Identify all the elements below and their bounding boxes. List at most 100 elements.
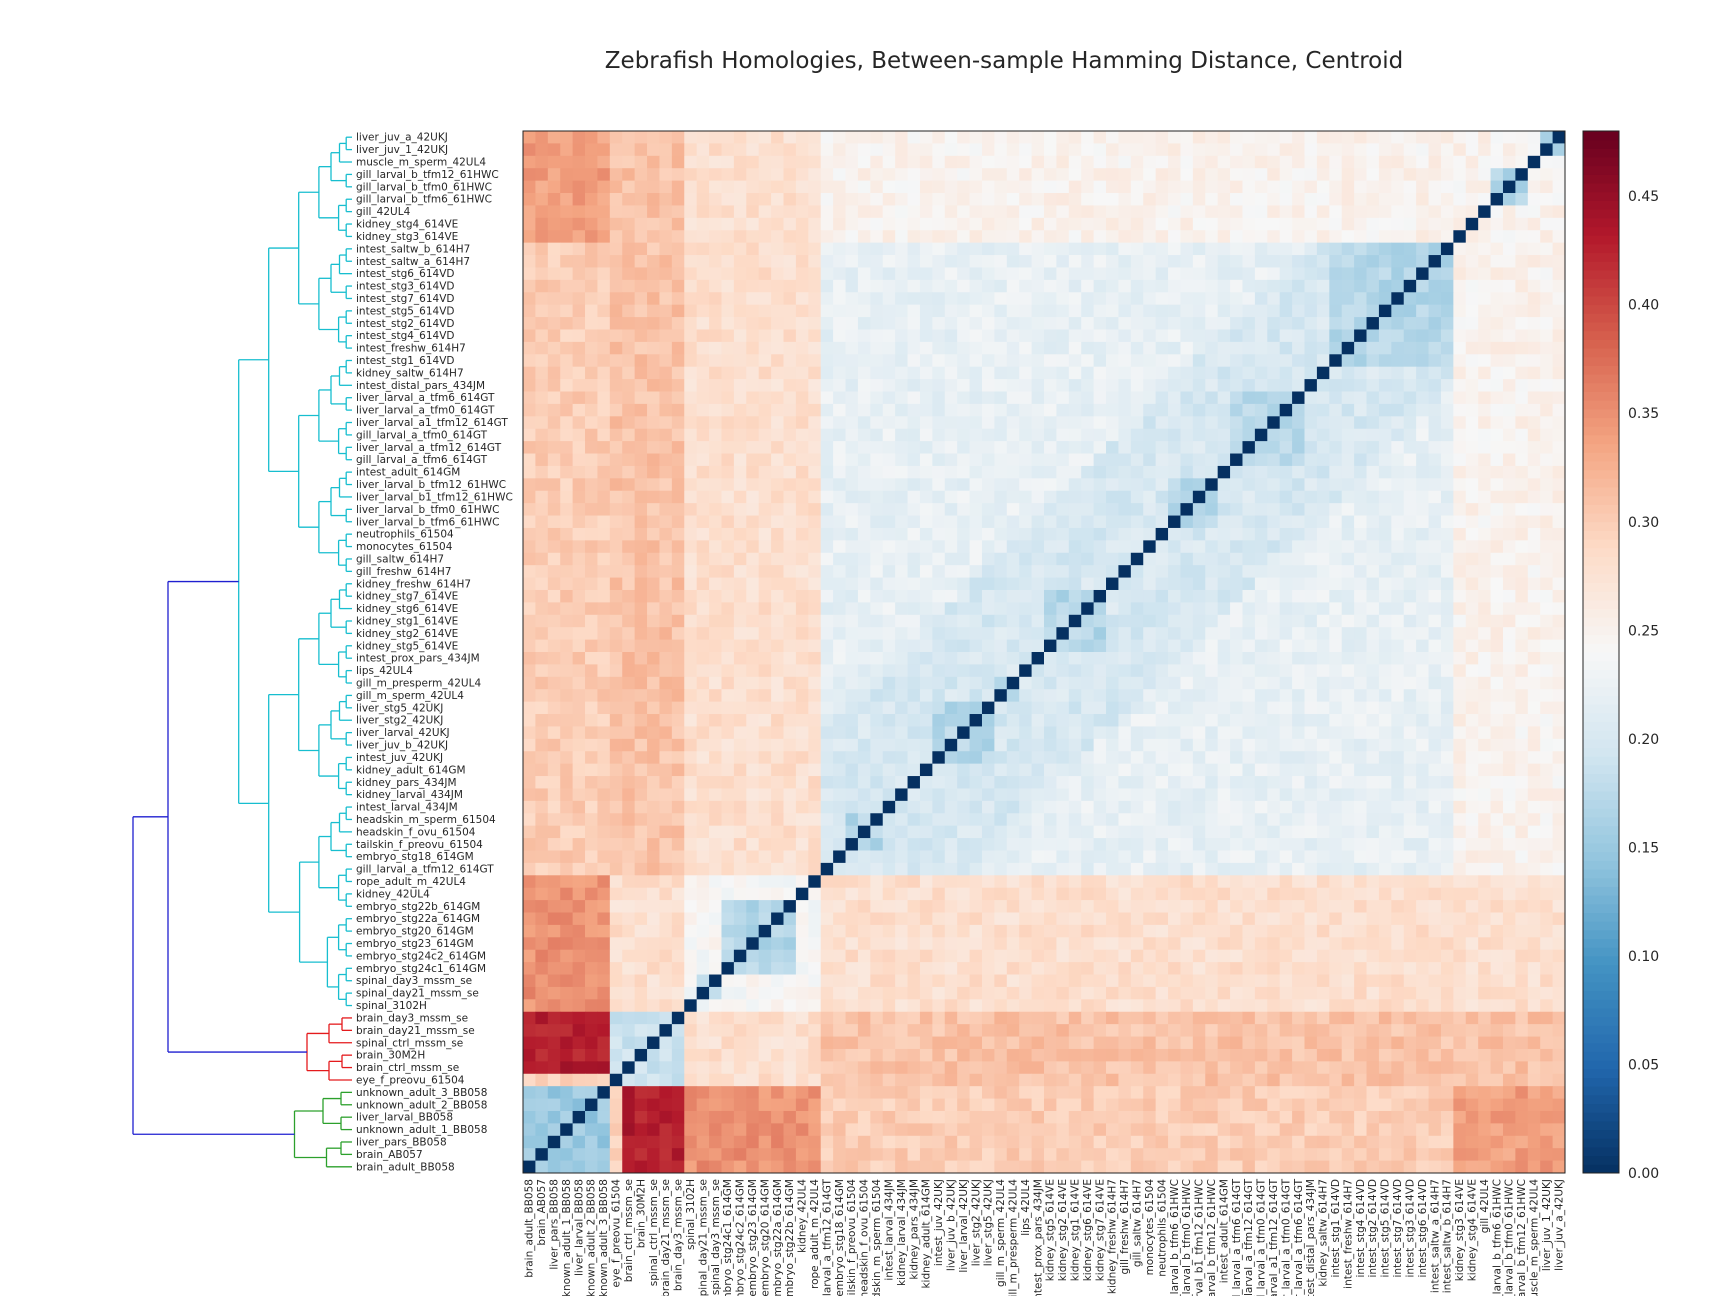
heatmap-cell — [795, 800, 809, 814]
heatmap-cell — [709, 751, 722, 765]
heatmap-cell — [1354, 329, 1367, 343]
heatmap-cell — [1192, 168, 1206, 182]
heatmap-cell — [622, 552, 636, 566]
heatmap-cell — [1403, 565, 1417, 578]
heatmap-cell — [1416, 726, 1429, 740]
heatmap-cell — [845, 217, 859, 231]
heatmap-cell — [1515, 428, 1529, 442]
heatmap-cell — [1416, 602, 1429, 616]
heatmap-cell — [671, 180, 685, 194]
heatmap-cell — [1180, 180, 1194, 194]
heatmap-cell — [1391, 577, 1405, 591]
heatmap-cell — [1031, 428, 1045, 442]
heatmap-cell — [597, 639, 611, 653]
heatmap-cell — [1304, 317, 1318, 330]
heatmap-cell — [1428, 193, 1442, 206]
heatmap-cell — [870, 552, 884, 566]
heatmap-cell — [622, 230, 636, 244]
heatmap-cell — [833, 714, 846, 727]
heatmap-cell — [1068, 577, 1082, 591]
heatmap-cell — [597, 738, 611, 752]
heatmap-cell — [771, 131, 784, 144]
heatmap-cell — [907, 776, 921, 789]
heatmap-cell — [1031, 639, 1045, 653]
heatmap-cell — [1143, 552, 1157, 566]
heatmap-cell — [597, 503, 611, 516]
heatmap-cell — [1081, 205, 1095, 219]
heatmap-cell — [622, 738, 636, 752]
heatmap-cell — [647, 168, 660, 182]
heatmap-cell — [1490, 490, 1504, 504]
heatmap-cell — [882, 652, 896, 665]
heatmap-cell — [994, 180, 1008, 194]
heatmap-cell — [1143, 416, 1157, 430]
heatmap-cell — [1254, 577, 1268, 591]
heatmap-cell — [1366, 267, 1380, 281]
heatmap-cell — [535, 577, 549, 591]
heatmap-cell — [808, 193, 822, 206]
heatmap-cell — [1081, 540, 1095, 554]
heatmap-cell — [1279, 366, 1293, 380]
heatmap-cell — [1428, 689, 1442, 703]
heatmap-cell — [746, 131, 760, 144]
heatmap-cell — [696, 788, 710, 802]
heatmap-cell — [1428, 379, 1442, 392]
heatmap-cell — [1205, 540, 1219, 554]
heatmap-cell — [1044, 540, 1057, 554]
heatmap-cell — [535, 255, 549, 268]
heatmap-cell — [1540, 366, 1553, 380]
heatmap-cell — [1019, 800, 1032, 814]
heatmap-cell — [1118, 403, 1132, 417]
heatmap-cell — [1093, 639, 1107, 653]
heatmap-cell — [1502, 800, 1516, 814]
heatmap-cell — [882, 602, 896, 616]
heatmap-cell — [721, 800, 735, 814]
heatmap-cell — [1391, 155, 1405, 169]
heatmap-cell — [895, 589, 908, 603]
heatmap-cell — [1267, 701, 1281, 715]
heatmap-cell — [870, 317, 884, 330]
heatmap-cell — [709, 614, 722, 628]
heatmap-cell — [1093, 230, 1107, 244]
heatmap-cell — [870, 788, 884, 802]
heatmap-cell — [1527, 565, 1541, 578]
heatmap-cell — [1254, 205, 1268, 219]
heatmap-cell — [1254, 317, 1268, 330]
heatmap-cell — [585, 217, 598, 231]
heatmap-cell — [597, 689, 611, 703]
heatmap-cell — [1056, 217, 1070, 231]
heatmap-cell — [1056, 788, 1070, 802]
heatmap-cell — [1254, 726, 1268, 740]
heatmap-cell — [1304, 329, 1318, 343]
heatmap-cell — [994, 751, 1008, 765]
heatmap-cell — [857, 751, 871, 765]
heatmap-cell — [1081, 379, 1095, 392]
heatmap-cell — [659, 391, 673, 405]
heatmap-cell — [659, 354, 673, 368]
heatmap-cell — [1515, 714, 1529, 727]
heatmap-cell — [659, 602, 673, 616]
heatmap-cell — [932, 379, 946, 392]
heatmap-cell — [659, 205, 673, 219]
heatmap-cell — [1279, 776, 1293, 789]
heatmap-cell — [1068, 540, 1082, 554]
heatmap-cell — [932, 689, 946, 703]
heatmap-cell — [932, 441, 946, 454]
heatmap-cell — [696, 131, 710, 144]
heatmap-cell — [1465, 726, 1479, 740]
heatmap-cell — [1354, 589, 1367, 603]
heatmap-cell — [1465, 627, 1479, 640]
heatmap-cell — [1403, 180, 1417, 194]
heatmap-cell — [969, 751, 983, 765]
heatmap-cell — [1254, 614, 1268, 628]
heatmap-cell — [981, 763, 995, 777]
heatmap-cell — [721, 639, 735, 653]
heatmap-cell — [1490, 614, 1504, 628]
heatmap-cell — [932, 292, 946, 306]
heatmap-cell — [1168, 726, 1181, 740]
heatmap-cell — [969, 205, 983, 219]
heatmap-cell — [560, 664, 574, 678]
heatmap-cell — [547, 131, 561, 144]
heatmap-cell — [1205, 428, 1219, 442]
heatmap-cell — [1391, 527, 1405, 541]
